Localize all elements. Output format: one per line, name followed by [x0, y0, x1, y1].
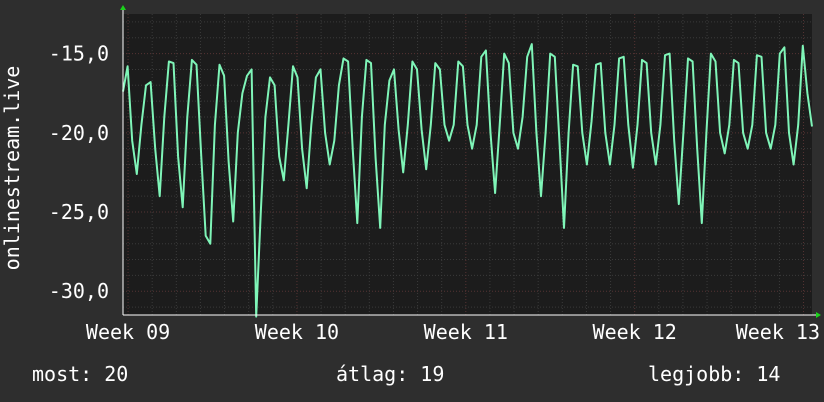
current-value-text: most: 20	[32, 362, 128, 386]
y-tick-label: -25,0	[49, 200, 109, 224]
y-tick-label: -15,0	[49, 42, 109, 66]
y-tick-label: -30,0	[49, 279, 109, 303]
x-tick-label: Week 11	[424, 320, 508, 344]
y-tick-labels: -30,0 -25,0 -20,0 -15,0	[49, 42, 109, 304]
series-layer	[122, 43, 813, 318]
y-axis-arrow-icon	[120, 5, 126, 10]
x-tick-label: Week 10	[255, 320, 339, 344]
average-value-text: átlag: 19	[336, 362, 444, 386]
x-axis-arrow-icon	[816, 312, 821, 318]
x-tick-label: Week 13	[736, 320, 820, 344]
y-axis-label: onlinestream.live	[0, 66, 24, 271]
series-line-0	[122, 43, 813, 318]
axes	[120, 5, 821, 318]
x-tick-labels: Week 09 Week 10 Week 11 Week 12 Week 13	[86, 320, 820, 344]
x-tick-label: Week 09	[86, 320, 170, 344]
y-tick-label: -20,0	[49, 121, 109, 145]
x-tick-label: Week 12	[593, 320, 677, 344]
best-value-text: legjobb: 14	[648, 362, 780, 386]
